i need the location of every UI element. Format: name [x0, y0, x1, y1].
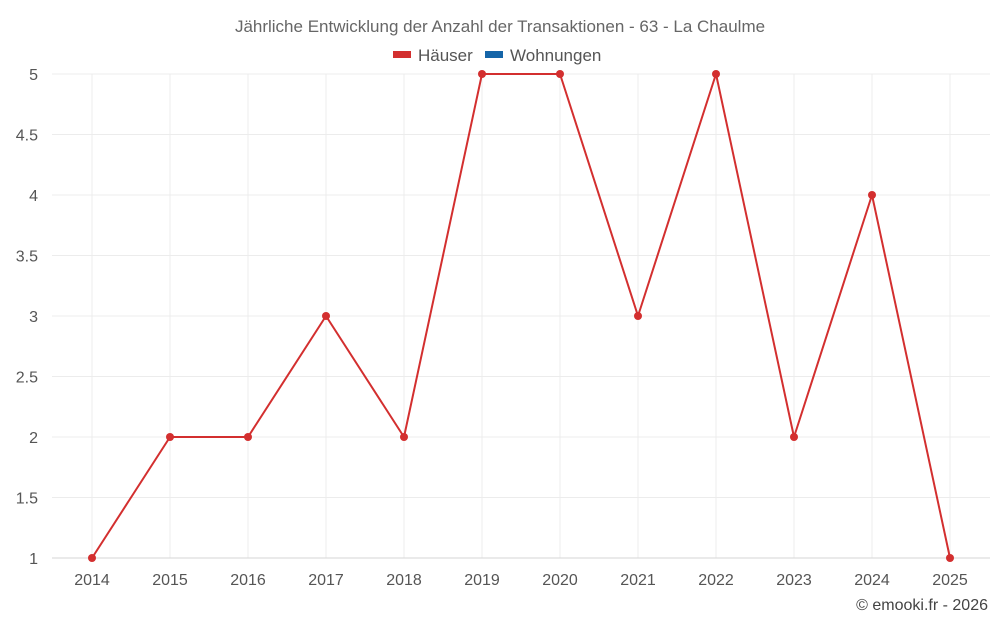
x-tick-label: 2017: [308, 572, 344, 589]
legend-item-wohnungen[interactable]: Wohnungen: [485, 46, 601, 65]
legend: Häuser Wohnungen: [393, 46, 601, 65]
x-tick-label: 2022: [698, 572, 734, 589]
data-point[interactable]: [946, 554, 954, 562]
y-tick-label: 1: [29, 551, 38, 568]
data-point[interactable]: [790, 433, 798, 441]
credit-label: © emooki.fr - 2026: [856, 597, 988, 614]
gridlines: [52, 73, 990, 558]
x-tick-label: 2020: [542, 572, 578, 589]
x-tick-label: 2025: [932, 572, 968, 589]
legend-item-haeuser[interactable]: Häuser: [393, 46, 473, 65]
data-point[interactable]: [868, 191, 876, 199]
x-tick-label: 2016: [230, 572, 266, 589]
x-tick-label: 2015: [152, 572, 188, 589]
x-tick-label: 2019: [464, 572, 500, 589]
y-tick-label: 1.5: [16, 491, 38, 508]
x-tick-label: 2018: [386, 572, 422, 589]
data-point[interactable]: [322, 312, 330, 320]
data-point[interactable]: [478, 70, 486, 78]
data-point[interactable]: [634, 312, 642, 320]
y-tick-label: 3.5: [16, 249, 38, 266]
y-tick-label: 4: [29, 188, 38, 205]
tick-labels: 1 1.5 2 2.5 3 3.5 4 4.5 5 2014 2015 2016 2017 2018 201…: [16, 67, 968, 589]
chart-title: Jährliche Entwicklung der Anzahl der Tra…: [235, 17, 765, 36]
y-tick-label: 5: [29, 67, 38, 84]
x-tick-label: 2024: [854, 572, 890, 589]
y-tick-label: 2.5: [16, 370, 38, 387]
data-point[interactable]: [556, 70, 564, 78]
y-tick-label: 2: [29, 430, 38, 447]
x-tick-label: 2014: [74, 572, 110, 589]
legend-swatch-haeuser: [393, 51, 411, 58]
series-layer: [88, 70, 954, 562]
data-point[interactable]: [712, 70, 720, 78]
data-point[interactable]: [88, 554, 96, 562]
series-line-0: [91, 73, 951, 559]
data-point[interactable]: [244, 433, 252, 441]
y-tick-label: 4.5: [16, 128, 38, 145]
data-point[interactable]: [400, 433, 408, 441]
legend-label-wohnungen: Wohnungen: [510, 46, 601, 65]
x-tick-label: 2023: [776, 572, 812, 589]
y-tick-label: 3: [29, 309, 38, 326]
legend-label-haeuser: Häuser: [418, 46, 473, 65]
data-point[interactable]: [166, 433, 174, 441]
x-tick-label: 2021: [620, 572, 656, 589]
legend-swatch-wohnungen: [485, 51, 503, 58]
